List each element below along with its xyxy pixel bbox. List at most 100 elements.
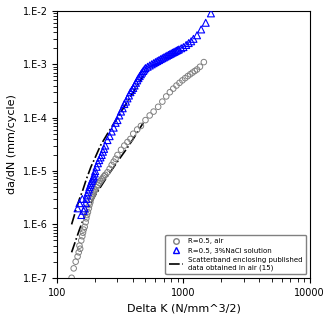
Point bbox=[180, 78, 185, 83]
Point bbox=[78, 246, 83, 251]
Point bbox=[97, 157, 102, 163]
Point bbox=[174, 48, 179, 53]
Point bbox=[190, 70, 195, 75]
Point bbox=[88, 180, 94, 186]
Point bbox=[80, 234, 85, 239]
Point bbox=[118, 147, 124, 152]
Point bbox=[133, 80, 138, 85]
Point bbox=[147, 113, 152, 118]
Point bbox=[122, 143, 127, 148]
Point bbox=[91, 174, 97, 179]
Point bbox=[164, 94, 169, 99]
Point bbox=[145, 64, 150, 69]
Point bbox=[88, 196, 94, 202]
Point bbox=[109, 163, 114, 168]
Point bbox=[93, 187, 98, 192]
Point bbox=[91, 175, 96, 180]
Point bbox=[101, 146, 107, 151]
Point bbox=[155, 104, 161, 109]
Point bbox=[166, 52, 171, 58]
Point bbox=[88, 182, 93, 188]
Point bbox=[77, 201, 82, 206]
Point bbox=[83, 201, 88, 206]
Point bbox=[113, 156, 118, 161]
Point bbox=[82, 224, 87, 229]
Point bbox=[89, 179, 95, 184]
Point bbox=[103, 143, 108, 148]
Point bbox=[85, 210, 91, 215]
Point bbox=[143, 66, 148, 71]
Point bbox=[122, 101, 127, 107]
Point bbox=[84, 212, 90, 218]
Point bbox=[100, 175, 106, 180]
Point bbox=[85, 190, 91, 195]
Point bbox=[107, 166, 112, 172]
Point bbox=[194, 67, 200, 72]
Point bbox=[151, 60, 156, 66]
Point bbox=[100, 149, 106, 154]
Point bbox=[92, 188, 97, 193]
Point bbox=[137, 74, 142, 79]
Point bbox=[139, 70, 145, 75]
Point bbox=[169, 51, 174, 56]
Point bbox=[171, 86, 176, 91]
Point bbox=[194, 33, 200, 38]
Point bbox=[186, 41, 191, 46]
Point bbox=[86, 187, 92, 192]
Point bbox=[151, 109, 156, 114]
Point bbox=[111, 125, 116, 130]
Point bbox=[167, 52, 173, 57]
Point bbox=[115, 152, 120, 157]
Point bbox=[123, 99, 128, 104]
Point bbox=[197, 64, 203, 69]
Point bbox=[160, 56, 165, 61]
Point bbox=[86, 206, 92, 211]
Point bbox=[94, 164, 99, 169]
Point bbox=[185, 74, 190, 79]
Point bbox=[203, 20, 208, 25]
Point bbox=[138, 124, 143, 129]
Point bbox=[156, 58, 162, 63]
Point bbox=[77, 243, 82, 248]
Point bbox=[107, 134, 112, 139]
Point bbox=[75, 206, 80, 211]
Point bbox=[201, 60, 207, 65]
Point bbox=[105, 138, 110, 143]
Point bbox=[84, 196, 89, 202]
Point bbox=[143, 117, 148, 123]
Point bbox=[79, 212, 84, 218]
Point bbox=[80, 196, 85, 202]
Point bbox=[105, 170, 110, 175]
Y-axis label: da/dN (mm/cycle): da/dN (mm/cycle) bbox=[7, 94, 17, 194]
Point bbox=[188, 72, 193, 77]
Point bbox=[81, 227, 86, 232]
Point bbox=[171, 50, 177, 55]
Point bbox=[92, 171, 97, 176]
Point bbox=[99, 152, 104, 157]
Point bbox=[130, 131, 136, 136]
Point bbox=[93, 169, 98, 174]
Point bbox=[113, 120, 118, 125]
Point bbox=[79, 238, 84, 243]
Point bbox=[94, 185, 99, 190]
Point bbox=[98, 155, 103, 160]
Point bbox=[128, 90, 133, 95]
Point bbox=[118, 109, 124, 114]
Point bbox=[134, 78, 140, 83]
Point bbox=[69, 275, 74, 280]
Point bbox=[95, 182, 101, 188]
Point bbox=[115, 117, 120, 123]
Point bbox=[91, 190, 97, 195]
Point bbox=[208, 11, 213, 16]
Point bbox=[109, 129, 114, 134]
Point bbox=[111, 159, 116, 164]
Point bbox=[147, 63, 152, 68]
Point bbox=[191, 36, 196, 41]
X-axis label: Delta K (N/mm^3/2): Delta K (N/mm^3/2) bbox=[126, 303, 240, 313]
Point bbox=[161, 55, 167, 60]
Point bbox=[134, 127, 140, 132]
Point bbox=[89, 194, 95, 199]
Point bbox=[163, 54, 168, 59]
Point bbox=[90, 193, 95, 198]
Point bbox=[132, 83, 137, 88]
